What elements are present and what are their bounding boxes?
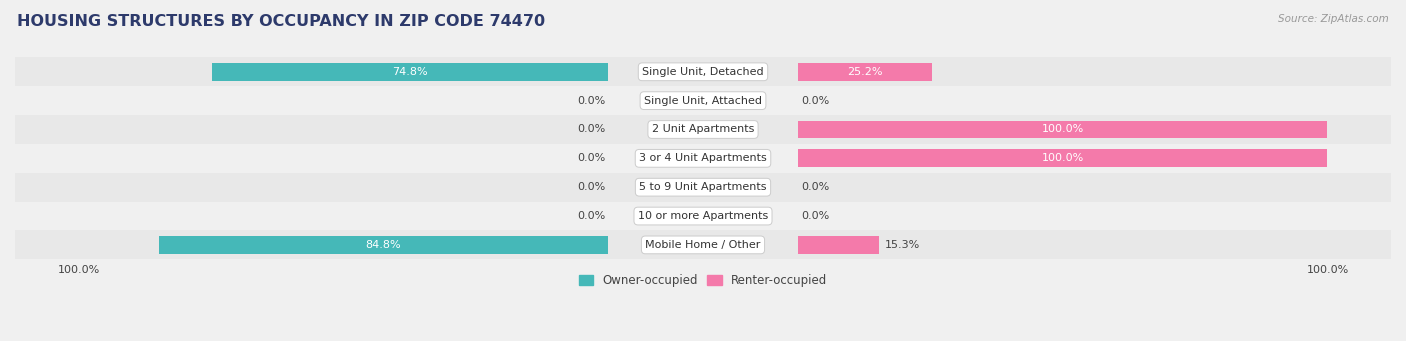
Bar [15, 86, 1391, 115]
Text: HOUSING STRUCTURES BY OCCUPANCY IN ZIP CODE 74470: HOUSING STRUCTURES BY OCCUPANCY IN ZIP C… [17, 14, 546, 29]
Text: 100.0%: 100.0% [1042, 124, 1084, 134]
Bar [212, 63, 607, 81]
Bar [799, 236, 879, 254]
Bar [15, 144, 1391, 173]
Text: 25.2%: 25.2% [848, 67, 883, 77]
Text: 0.0%: 0.0% [576, 95, 605, 106]
Text: Single Unit, Attached: Single Unit, Attached [644, 95, 762, 106]
Bar [799, 121, 1327, 138]
Bar [799, 63, 932, 81]
Bar [15, 115, 1391, 144]
Text: 10 or more Apartments: 10 or more Apartments [638, 211, 768, 221]
Text: Mobile Home / Other: Mobile Home / Other [645, 240, 761, 250]
Bar [799, 149, 1327, 167]
Text: 3 or 4 Unit Apartments: 3 or 4 Unit Apartments [640, 153, 766, 163]
Bar [159, 236, 607, 254]
Legend: Owner-occupied, Renter-occupied: Owner-occupied, Renter-occupied [574, 269, 832, 292]
Text: 100.0%: 100.0% [1042, 153, 1084, 163]
Text: 74.8%: 74.8% [392, 67, 427, 77]
Text: 2 Unit Apartments: 2 Unit Apartments [652, 124, 754, 134]
Text: 15.3%: 15.3% [884, 240, 920, 250]
Bar [15, 202, 1391, 231]
Text: 0.0%: 0.0% [576, 182, 605, 192]
Text: 5 to 9 Unit Apartments: 5 to 9 Unit Apartments [640, 182, 766, 192]
Text: 84.8%: 84.8% [366, 240, 401, 250]
Text: 0.0%: 0.0% [576, 153, 605, 163]
Text: 0.0%: 0.0% [576, 211, 605, 221]
Bar [15, 231, 1391, 259]
Text: Single Unit, Detached: Single Unit, Detached [643, 67, 763, 77]
Text: Source: ZipAtlas.com: Source: ZipAtlas.com [1278, 14, 1389, 24]
Text: 0.0%: 0.0% [801, 182, 830, 192]
Bar [15, 57, 1391, 86]
Text: 0.0%: 0.0% [576, 124, 605, 134]
Bar [15, 173, 1391, 202]
Text: 0.0%: 0.0% [801, 95, 830, 106]
Text: 0.0%: 0.0% [801, 211, 830, 221]
